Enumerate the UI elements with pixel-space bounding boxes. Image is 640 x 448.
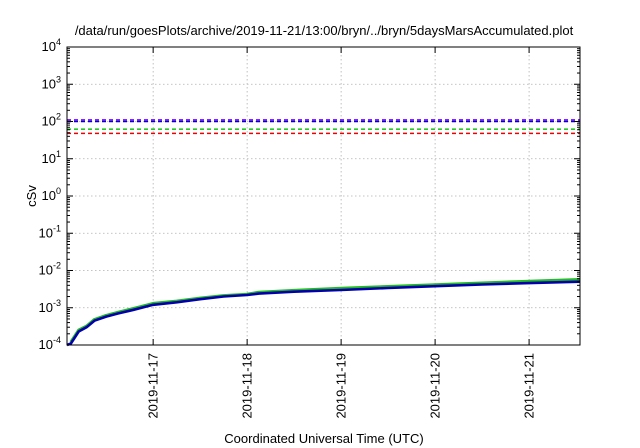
grid <box>67 47 580 345</box>
x-tick-label: 2019-11-19 <box>334 353 349 419</box>
y-tick-label: 10-4 <box>39 335 61 352</box>
y-tick-label: 10-3 <box>39 298 61 315</box>
chart-title: /data/run/goesPlots/archive/2019-11-21/1… <box>75 23 574 38</box>
x-axis-label: Coordinated Universal Time (UTC) <box>224 431 423 446</box>
x-tick-label: 2019-11-21 <box>522 353 537 419</box>
y-tick-label: 103 <box>42 74 61 91</box>
x-axis-ticks: 2019-11-17 2019-11-18 2019-11-19 2019-11-20… <box>146 47 537 419</box>
y-tick-label: 10-2 <box>39 261 61 278</box>
y-tick-label: 10-1 <box>39 223 61 240</box>
series-line <box>66 280 581 347</box>
y-tick-label: 104 <box>42 37 61 54</box>
y-tick-label: 100 <box>42 186 61 203</box>
x-tick-label: 2019-11-18 <box>240 353 255 419</box>
y-tick-label: 102 <box>42 112 61 129</box>
series-line <box>69 278 581 343</box>
x-tick-label: 2019-11-17 <box>146 353 161 419</box>
x-tick-label: 2019-11-20 <box>428 353 443 419</box>
y-tick-label: 101 <box>42 149 61 166</box>
reference-lines <box>67 119 580 135</box>
y-axis-label: cSv <box>24 185 39 207</box>
series-lines <box>66 278 581 347</box>
